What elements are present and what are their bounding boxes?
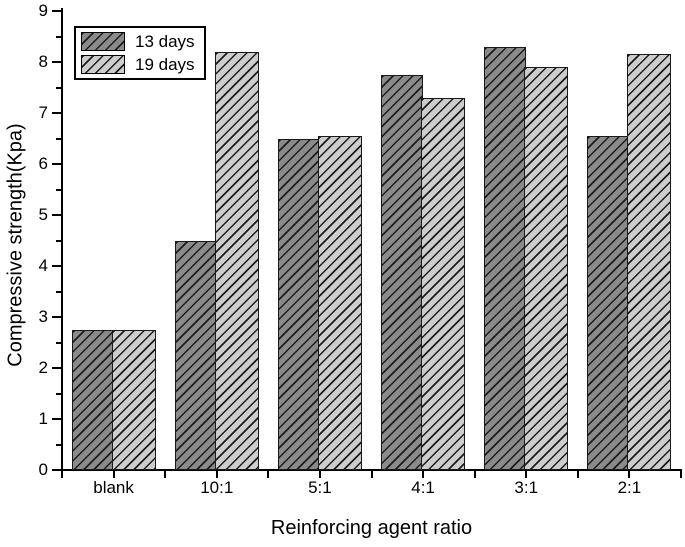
bar-13-days-4-1 bbox=[381, 74, 424, 470]
y-axis-line bbox=[61, 8, 63, 471]
x-axis-tick bbox=[164, 471, 167, 478]
y-axis-minor-tick bbox=[56, 137, 62, 140]
y-axis-major-tick bbox=[52, 469, 62, 471]
x-axis-category-label: 3:1 bbox=[514, 478, 539, 497]
bar-19-days-3-1 bbox=[524, 67, 569, 470]
y-axis-minor-tick bbox=[56, 443, 62, 446]
x-axis-category-label: blank bbox=[93, 478, 134, 497]
y-axis-minor-tick bbox=[56, 86, 62, 89]
bar-19-days-blank bbox=[111, 329, 156, 470]
x-axis-category-label: 5:1 bbox=[308, 478, 332, 497]
bar-19-days-2-1 bbox=[627, 54, 672, 470]
y-axis-minor-tick bbox=[56, 35, 62, 38]
x-axis-tick bbox=[525, 471, 528, 478]
bar-19-days-10-1 bbox=[214, 51, 259, 470]
x-axis-title: Reinforcing agent ratio bbox=[270, 517, 473, 539]
y-axis-tick-label: 7 bbox=[38, 103, 48, 122]
bar-13-days-5-1 bbox=[277, 138, 320, 470]
legend: 13 days 19 days bbox=[74, 26, 206, 80]
x-axis-tick bbox=[318, 471, 321, 478]
legend-swatch-19-days bbox=[81, 55, 125, 74]
x-axis-tick bbox=[215, 471, 218, 478]
x-axis-tick bbox=[680, 471, 682, 478]
y-axis-major-tick bbox=[52, 61, 62, 63]
y-axis-major-tick bbox=[52, 112, 62, 114]
x-axis-tick bbox=[422, 471, 425, 478]
bar-19-days-4-1 bbox=[421, 97, 466, 470]
x-axis-category-label: 2:1 bbox=[617, 478, 642, 497]
x-axis-tick bbox=[61, 471, 63, 478]
bar-13-days-10-1 bbox=[174, 240, 217, 470]
bar-13-days-3-1 bbox=[484, 46, 527, 470]
bar-13-days-2-1 bbox=[587, 135, 630, 470]
x-axis-tick bbox=[628, 471, 631, 478]
y-axis-minor-tick bbox=[56, 239, 62, 242]
bar-19-days-5-1 bbox=[317, 135, 362, 470]
y-axis-tick-label: 9 bbox=[38, 1, 48, 20]
x-axis-tick bbox=[370, 471, 373, 478]
y-axis-major-tick bbox=[52, 418, 62, 420]
y-axis-minor-tick bbox=[56, 290, 62, 293]
y-axis-major-tick bbox=[52, 265, 62, 267]
y-axis-major-tick bbox=[52, 10, 62, 12]
x-axis-tick bbox=[267, 471, 270, 478]
legend-item-13-days: 13 days bbox=[81, 31, 195, 52]
legend-label-19-days: 19 days bbox=[135, 54, 195, 74]
y-axis-tick-label: 0 bbox=[38, 460, 48, 479]
y-axis-major-tick bbox=[52, 316, 62, 318]
x-axis-tick bbox=[576, 471, 579, 478]
bar-13-days-blank bbox=[71, 329, 114, 470]
y-axis-tick-label: 5 bbox=[38, 205, 48, 224]
y-axis-minor-tick bbox=[56, 392, 62, 395]
y-axis-major-tick bbox=[52, 367, 62, 369]
y-axis-tick-label: 3 bbox=[38, 307, 48, 326]
y-axis-tick-label: 4 bbox=[38, 256, 48, 275]
y-axis-tick-label: 6 bbox=[38, 154, 48, 173]
legend-swatch-13-days bbox=[81, 32, 125, 51]
legend-item-19-days: 19 days bbox=[81, 54, 195, 75]
x-axis-category-label: 10:1 bbox=[200, 478, 234, 497]
y-axis-major-tick bbox=[52, 163, 62, 165]
legend-label-13-days: 13 days bbox=[135, 31, 195, 51]
y-axis-tick-label: 8 bbox=[38, 52, 48, 71]
x-axis-category-label: 4:1 bbox=[411, 478, 435, 497]
y-axis-minor-tick bbox=[56, 188, 62, 191]
x-axis-tick bbox=[112, 471, 115, 478]
y-axis-minor-tick bbox=[56, 341, 62, 344]
x-axis-line bbox=[61, 469, 682, 471]
y-axis-major-tick bbox=[52, 214, 62, 216]
x-axis-tick bbox=[473, 471, 476, 478]
y-axis-tick-label: 1 bbox=[38, 409, 48, 428]
y-axis-tick-label: 2 bbox=[38, 358, 48, 377]
